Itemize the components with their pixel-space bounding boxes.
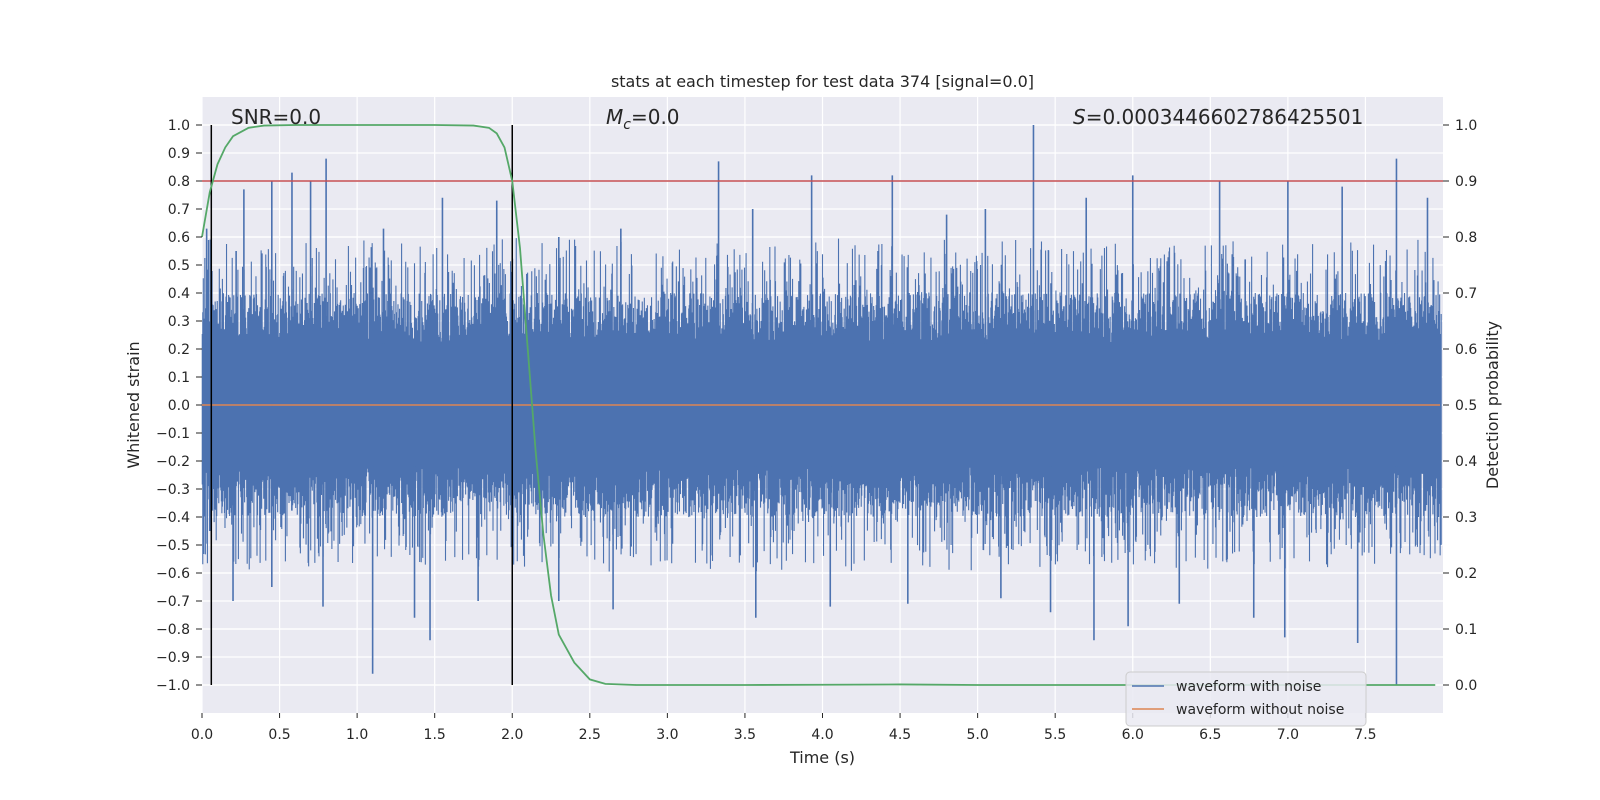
mc-subscript: c xyxy=(623,117,631,133)
x-tick-label: 5.0 xyxy=(966,727,988,743)
y2-tick-label: 0.3 xyxy=(1455,510,1477,526)
legend-box xyxy=(1125,671,1367,727)
x-tick-label: 0.0 xyxy=(191,727,213,743)
y-tick-label: 1.0 xyxy=(168,118,190,134)
y-axis-label: Whitened strain xyxy=(124,341,143,468)
y-tick-label: −0.8 xyxy=(156,622,190,638)
overlay-layer xyxy=(201,124,1443,686)
y-tick-label: −0.5 xyxy=(156,538,190,554)
x-tick-label: 1.5 xyxy=(424,727,446,743)
x-tick-label: 5.5 xyxy=(1044,727,1066,743)
chart-title: stats at each timestep for test data 374… xyxy=(611,72,1034,91)
y-tick-label: 0.2 xyxy=(168,342,190,358)
x-axis-label: Time (s) xyxy=(789,748,855,767)
y-tick-label: 0.5 xyxy=(168,258,190,274)
y2-tick-label: 0.7 xyxy=(1455,286,1477,302)
x-tick-label: 7.5 xyxy=(1354,727,1376,743)
legend-label-clean: waveform without noise xyxy=(1176,702,1344,718)
y2-axis-label: Detection probability xyxy=(1483,321,1502,489)
y-tick-label: 0.3 xyxy=(168,314,190,330)
y2-tick-label: 1.0 xyxy=(1455,118,1477,134)
y2-tick-label: 0.4 xyxy=(1455,454,1477,470)
y2-tick-label: 0.2 xyxy=(1455,566,1477,582)
y-tick-label: 0.0 xyxy=(168,398,190,414)
y-tick-label: 0.9 xyxy=(168,146,190,162)
s-value: =0.0003446602786425501 xyxy=(1086,105,1364,129)
x-tick-label: 3.0 xyxy=(656,727,678,743)
x-tick-label: 6.0 xyxy=(1122,727,1144,743)
detection-probability-line xyxy=(201,124,1436,686)
y-tick-label: −0.4 xyxy=(156,510,190,526)
s-symbol: S xyxy=(1073,105,1086,129)
chirp-mass-annotation: Mc=0.0 xyxy=(606,105,680,133)
y2-tick-label: 0.0 xyxy=(1455,678,1477,694)
y-tick-label: −0.6 xyxy=(156,566,190,582)
legend-label-noisy: waveform with noise xyxy=(1176,679,1321,695)
y-tick-label: −1.0 xyxy=(156,678,190,694)
x-tick-label: 0.5 xyxy=(268,727,290,743)
axes-layer: 0.0 0.5 1.0 1.5 2.0 2.5 3.0 3.5 4.0 4.5 5.0 5.5 6.0 6… xyxy=(156,118,1477,743)
x-tick-label: 6.5 xyxy=(1199,727,1221,743)
x-tick-label: 4.0 xyxy=(811,727,833,743)
y2-tick-label: 0.8 xyxy=(1455,230,1477,246)
y2-tick-label: 0.5 xyxy=(1455,398,1477,414)
x-tick-label: 2.0 xyxy=(501,727,523,743)
x-tick-label: 2.5 xyxy=(579,727,601,743)
y-tick-label: 0.4 xyxy=(168,286,190,302)
y2-tick-label: 0.9 xyxy=(1455,174,1477,190)
y-tick-label: −0.1 xyxy=(156,426,190,442)
legend: waveform with noise waveform without noi… xyxy=(1125,671,1367,727)
y-tick-label: −0.7 xyxy=(156,594,190,610)
y-tick-label: −0.9 xyxy=(156,650,190,666)
snr-annotation: SNR=0.0 xyxy=(231,105,321,129)
y-tick-label: 0.6 xyxy=(168,230,190,246)
s-annotation: S=0.0003446602786425501 xyxy=(1073,105,1363,129)
y-tick-label: −0.2 xyxy=(156,454,190,470)
x-tick-label: 1.0 xyxy=(346,727,368,743)
y-tick-label: 0.8 xyxy=(168,174,190,190)
y2-tick-label: 0.6 xyxy=(1455,342,1477,358)
x-tick-label: 3.5 xyxy=(734,727,756,743)
y-tick-label: −0.3 xyxy=(156,482,190,498)
x-tick-label: 7.0 xyxy=(1277,727,1299,743)
y-tick-label: 0.1 xyxy=(168,370,190,386)
y-tick-label: 0.7 xyxy=(168,202,190,218)
y2-tick-label: 0.1 xyxy=(1455,622,1477,638)
x-tick-label: 4.5 xyxy=(889,727,911,743)
mc-symbol: M xyxy=(606,105,623,129)
mc-value: =0.0 xyxy=(631,105,680,129)
